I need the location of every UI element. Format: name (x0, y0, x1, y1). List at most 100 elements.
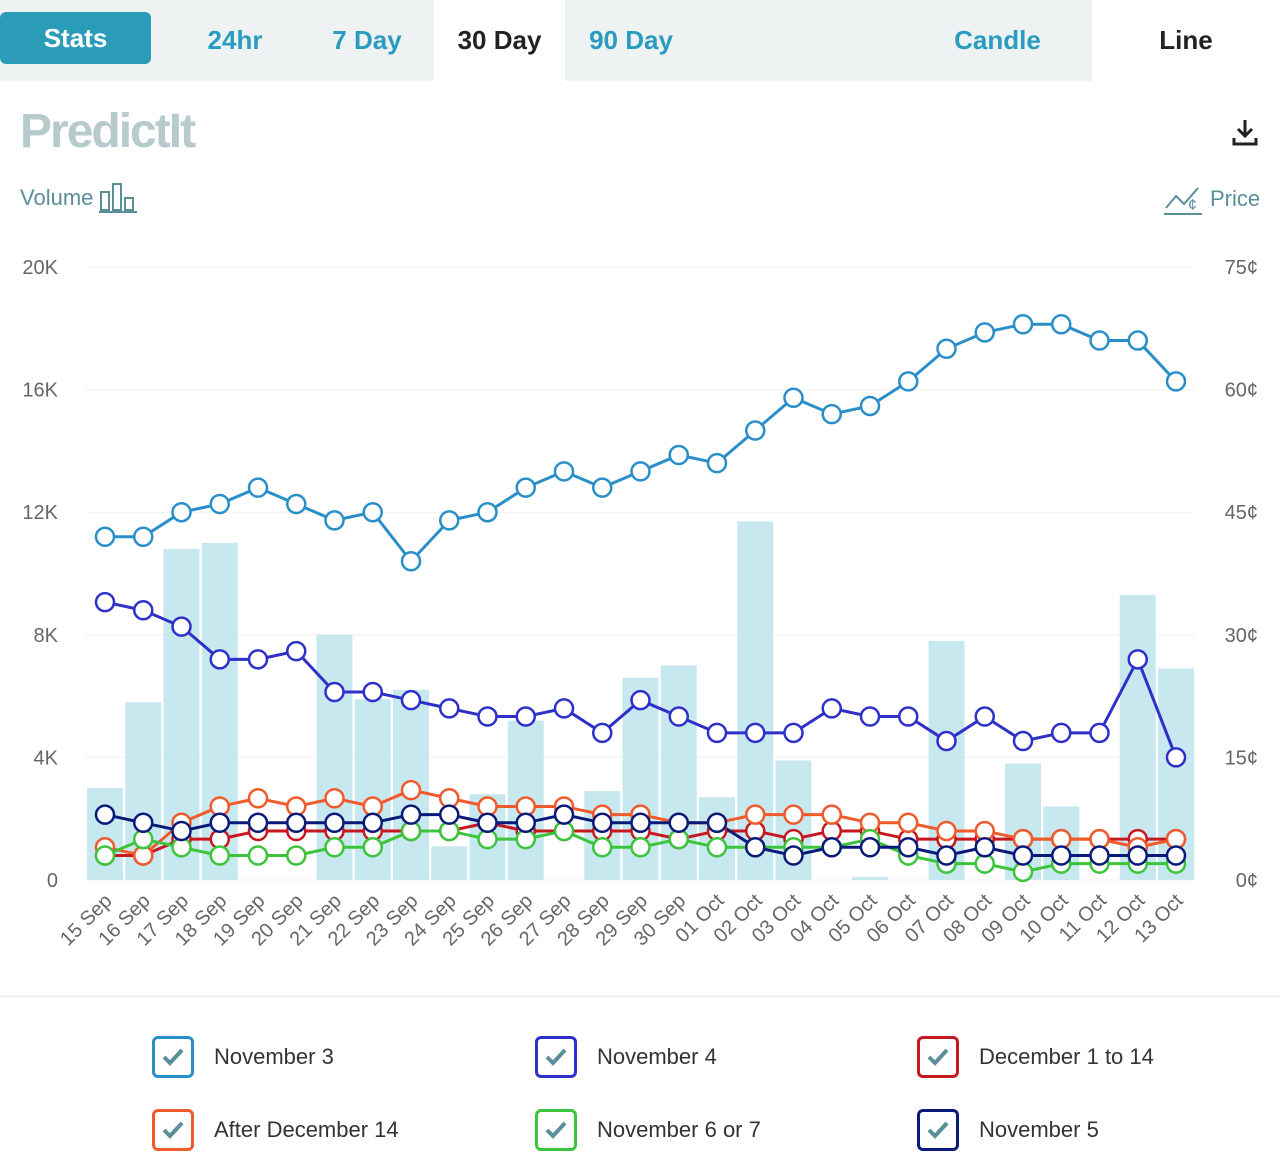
range-tab-bar: Stats 24hr 7 Day 30 Day 90 Day Candle Li… (0, 0, 1280, 81)
data-point (783, 845, 804, 866)
data-point (898, 706, 919, 727)
data-point (706, 722, 728, 744)
legend-item-november-3[interactable]: November 3 (152, 1036, 334, 1078)
data-point (477, 501, 498, 523)
data-point (209, 845, 230, 866)
data-point (439, 804, 460, 825)
data-point (133, 600, 154, 621)
checkbox[interactable] (535, 1109, 577, 1151)
series-line (105, 322, 1178, 564)
data-point (400, 804, 422, 825)
tab-line[interactable]: Line (1092, 0, 1280, 81)
data-point (592, 812, 613, 834)
legend-item-november-5[interactable]: November 5 (917, 1109, 1099, 1151)
legend-label: November 5 (979, 1117, 1099, 1142)
right-tick-label: 60¢ (1225, 380, 1258, 402)
download-icon[interactable] (1230, 116, 1260, 148)
data-point (515, 812, 536, 834)
right-tick-label: 15¢ (1225, 747, 1258, 769)
data-point (247, 477, 269, 498)
data-point (1051, 722, 1072, 744)
data-point (1127, 649, 1148, 670)
data-point (209, 812, 230, 834)
left-tick-label: 8K (34, 625, 59, 647)
legend-label: November 6 or 7 (597, 1117, 761, 1142)
volume-bar (852, 876, 888, 880)
legend-item-december-1-to-14[interactable]: December 1 to 14 (917, 1036, 1154, 1078)
tab-30-day[interactable]: 30 Day (434, 0, 565, 81)
data-point (247, 845, 269, 866)
data-point (783, 804, 804, 825)
data-point (936, 338, 957, 359)
data-point (783, 387, 804, 409)
tab-24hr[interactable]: 24hr (207, 25, 263, 55)
legend-label: November 3 (214, 1044, 334, 1069)
data-point (94, 845, 116, 866)
data-point (133, 526, 154, 547)
data-point (859, 837, 881, 858)
data-point (1051, 313, 1072, 335)
data-point (706, 812, 728, 834)
data-point (668, 706, 689, 727)
data-point (209, 493, 230, 515)
legend-label: November 4 (597, 1044, 717, 1069)
data-point (171, 616, 192, 637)
data-point (171, 501, 192, 523)
data-point (974, 706, 995, 727)
data-point (936, 845, 957, 866)
data-point (745, 722, 766, 744)
data-point (668, 444, 689, 466)
right-tick-label: 30¢ (1225, 625, 1258, 647)
data-point (439, 510, 460, 531)
checkbox[interactable] (917, 1109, 959, 1151)
checkbox[interactable] (152, 1036, 194, 1078)
legend-item-november-4[interactable]: November 4 (535, 1036, 717, 1078)
data-point (1051, 845, 1072, 866)
data-point (362, 681, 383, 703)
data-point (515, 477, 536, 498)
data-point (553, 461, 575, 482)
data-point (630, 689, 651, 711)
data-point (898, 837, 919, 858)
data-point (94, 591, 116, 613)
left-tick-label: 16K (22, 380, 58, 402)
checkbox[interactable] (152, 1109, 194, 1151)
data-point (974, 837, 995, 858)
tab-candle[interactable]: Candle (954, 25, 1041, 55)
tab-90-day[interactable]: 90 Day (589, 25, 673, 55)
left-tick-label: 0 (47, 870, 58, 892)
data-point (94, 804, 116, 825)
stats-button[interactable]: Stats (0, 12, 151, 64)
checkbox[interactable] (535, 1036, 577, 1078)
legend-item-november-6-or-7[interactable]: November 6 or 7 (535, 1109, 761, 1151)
data-point (1089, 845, 1110, 866)
data-point (324, 510, 345, 531)
data-point (592, 722, 613, 744)
price-label: Price (1210, 186, 1261, 211)
data-point (630, 837, 651, 858)
data-point (94, 526, 116, 547)
data-point (936, 730, 957, 752)
data-point (247, 812, 269, 834)
data-point (1012, 313, 1034, 335)
volume-label: Volume (20, 185, 94, 210)
data-point (745, 420, 766, 441)
data-point (1089, 330, 1110, 351)
data-point (477, 706, 498, 727)
checkbox[interactable] (917, 1036, 959, 1078)
tab-7-day[interactable]: 7 Day (332, 25, 402, 55)
check-icon (927, 1048, 949, 1066)
data-point (1127, 845, 1148, 866)
legend-divider (0, 995, 1280, 998)
right-axis-ticks: 75¢ 60¢ 45¢ 30¢ 15¢ 0¢ (1225, 257, 1258, 892)
data-point (1165, 747, 1187, 768)
legend-label: December 1 to 14 (979, 1044, 1154, 1069)
legend-item-after-december-14[interactable]: After December 14 (152, 1109, 399, 1151)
data-point (783, 722, 804, 744)
left-axis-ticks: 20K 16K 12K 8K 4K 0 (22, 257, 58, 892)
volume-bar (87, 788, 123, 880)
data-point (821, 837, 842, 858)
data-point (362, 501, 383, 523)
price-toggle[interactable]: ¢ Price (1164, 182, 1260, 216)
volume-toggle[interactable]: Volume (20, 182, 138, 214)
